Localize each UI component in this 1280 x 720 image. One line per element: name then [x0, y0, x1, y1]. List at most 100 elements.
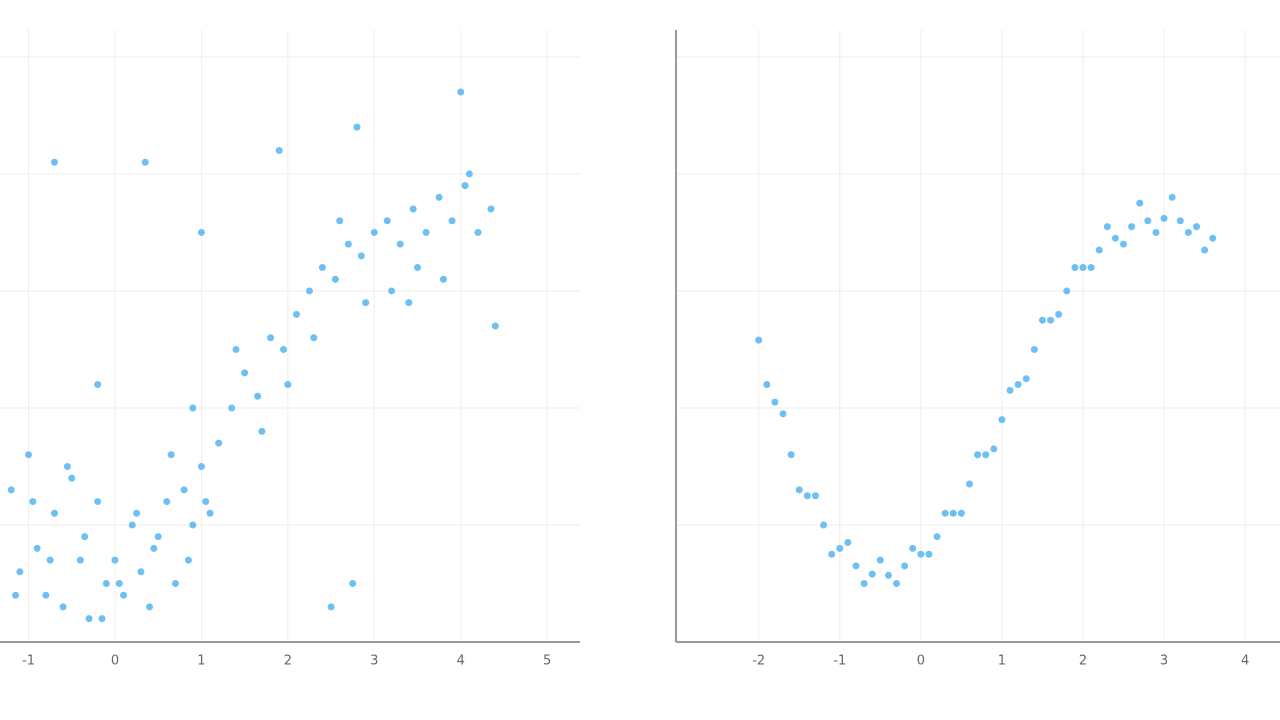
point — [12, 591, 20, 599]
point — [465, 170, 473, 178]
x-tick-label: 3 — [1160, 654, 1168, 669]
point — [232, 345, 240, 353]
point — [46, 556, 54, 564]
point — [1063, 287, 1071, 295]
point — [98, 615, 106, 623]
point — [331, 275, 339, 283]
x-tick-label: 5 — [543, 654, 551, 669]
point — [50, 509, 58, 517]
point — [439, 275, 447, 283]
point — [254, 392, 262, 400]
point — [811, 492, 819, 500]
point — [241, 369, 249, 377]
point — [1209, 234, 1217, 242]
point — [171, 579, 179, 587]
x-tick-label: 1 — [197, 654, 205, 669]
point — [901, 562, 909, 570]
point — [94, 381, 102, 389]
point — [115, 579, 123, 587]
point — [184, 556, 192, 564]
point — [197, 462, 205, 470]
point — [1168, 193, 1176, 201]
point — [327, 603, 335, 611]
point — [383, 217, 391, 225]
point — [318, 264, 326, 272]
x-tick-label: -1 — [22, 654, 35, 669]
point — [925, 550, 933, 558]
point — [974, 451, 982, 459]
point — [284, 381, 292, 389]
point — [344, 240, 352, 248]
point — [137, 568, 145, 576]
point — [63, 462, 71, 470]
x-tick-label: 0 — [917, 654, 925, 669]
point — [29, 498, 37, 506]
point — [491, 322, 499, 330]
point — [68, 474, 76, 482]
point — [206, 509, 214, 517]
point — [292, 310, 300, 318]
point — [141, 158, 149, 166]
point — [1014, 381, 1022, 389]
point — [1144, 217, 1152, 225]
point — [844, 539, 852, 547]
point — [305, 287, 313, 295]
x-tick-label: -2 — [752, 654, 765, 669]
point — [1047, 316, 1055, 324]
point — [448, 217, 456, 225]
point — [435, 193, 443, 201]
point — [25, 451, 33, 459]
x-tick-label: 4 — [1241, 654, 1249, 669]
point — [388, 287, 396, 295]
point — [893, 579, 901, 587]
point — [1055, 310, 1063, 318]
point — [820, 521, 828, 529]
point — [990, 445, 998, 453]
point — [779, 410, 787, 418]
x-tick-label: 3 — [370, 654, 378, 669]
point — [909, 544, 917, 552]
point — [982, 451, 990, 459]
x-tick-label: -1 — [833, 654, 846, 669]
point — [1201, 246, 1209, 254]
point — [461, 182, 469, 190]
point — [133, 509, 141, 517]
point — [85, 615, 93, 623]
point — [362, 299, 370, 307]
point — [1071, 264, 1079, 272]
x-tick-label: 4 — [457, 654, 465, 669]
point — [202, 498, 210, 506]
point — [1022, 375, 1030, 383]
point — [474, 228, 482, 236]
point — [310, 334, 318, 342]
point — [146, 603, 154, 611]
point — [197, 228, 205, 236]
point — [228, 404, 236, 412]
point — [771, 398, 779, 406]
point — [94, 498, 102, 506]
point — [336, 217, 344, 225]
point — [1192, 223, 1200, 231]
point — [102, 579, 110, 587]
point — [258, 427, 266, 435]
point — [803, 492, 811, 500]
point — [111, 556, 119, 564]
point — [42, 591, 50, 599]
point — [763, 381, 771, 389]
point — [1103, 223, 1111, 231]
point — [1120, 240, 1128, 248]
point — [357, 252, 365, 260]
point — [396, 240, 404, 248]
point — [413, 264, 421, 272]
point — [1160, 214, 1168, 222]
point — [189, 404, 197, 412]
point — [965, 480, 973, 488]
point — [836, 544, 844, 552]
point — [353, 123, 361, 131]
point — [180, 486, 188, 494]
point — [828, 550, 836, 558]
point — [1095, 246, 1103, 254]
point — [755, 336, 763, 344]
point — [59, 603, 67, 611]
